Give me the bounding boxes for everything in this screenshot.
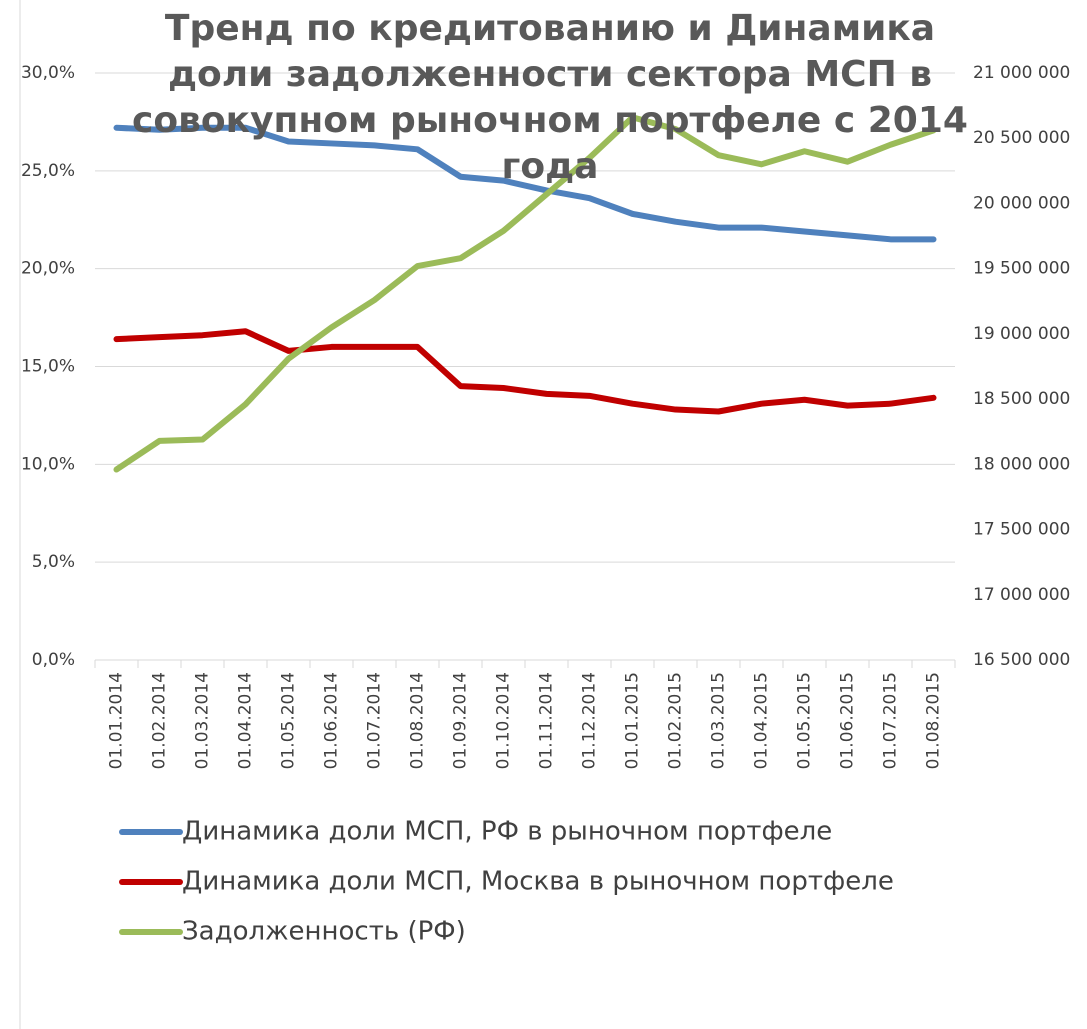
y2-tick-label: 17 500 000: [973, 520, 1070, 540]
y-tick-label: 15,0%: [21, 357, 75, 377]
x-tick-label: 01.09.2014: [451, 672, 471, 769]
y2-tick-label: 21 000 000: [973, 63, 1070, 83]
x-tick-label: 01.05.2015: [795, 672, 815, 769]
x-tick-label: 01.04.2015: [752, 672, 772, 769]
x-tick-label: 01.08.2014: [408, 672, 428, 769]
x-tick-label: 01.10.2014: [494, 672, 514, 769]
x-tick-label: 01.06.2015: [838, 672, 858, 769]
y-tick-label: 10,0%: [21, 454, 75, 474]
series-line: [113, 114, 937, 473]
x-tick-label: 01.04.2014: [236, 672, 256, 769]
x-tick-label: 01.12.2014: [580, 672, 600, 769]
y2-tick-label: 19 500 000: [973, 259, 1070, 279]
x-tick-label: 01.05.2014: [279, 672, 299, 769]
y2-tick-label: 20 000 000: [973, 193, 1070, 213]
series-line: [113, 328, 937, 415]
x-tick-label: 01.01.2014: [107, 672, 127, 769]
x-tick-label: 01.08.2015: [924, 672, 944, 769]
x-tick-label: 01.02.2015: [666, 672, 686, 769]
x-tick-label: 01.02.2014: [150, 672, 170, 769]
legend-label: Динамика доли МСП, РФ в рыночном портфел…: [182, 817, 832, 847]
y-tick-label: 0,0%: [32, 650, 75, 670]
y2-tick-label: 16 500 000: [973, 650, 1070, 670]
x-tick-label: 01.11.2014: [537, 672, 557, 769]
y-tick-label: 5,0%: [32, 552, 75, 572]
y2-tick-label: 19 000 000: [973, 324, 1070, 344]
legend-label: Задолженность (РФ): [182, 917, 466, 947]
x-tick-label: 01.01.2015: [623, 672, 643, 769]
y2-tick-label: 20 500 000: [973, 128, 1070, 148]
x-tick-label: 01.06.2014: [322, 672, 342, 769]
x-tick-label: 01.03.2014: [193, 672, 213, 769]
y2-tick-label: 18 500 000: [973, 389, 1070, 409]
x-tick-label: 01.07.2015: [881, 672, 901, 769]
y2-tick-label: 18 000 000: [973, 454, 1070, 474]
y-tick-label: 30,0%: [21, 63, 75, 83]
y-tick-label: 25,0%: [21, 161, 75, 181]
y2-tick-label: 17 000 000: [973, 585, 1070, 605]
y-tick-label: 20,0%: [21, 259, 75, 279]
x-tick-label: 01.07.2014: [365, 672, 385, 769]
series-line: [113, 124, 937, 243]
chart-title: Тренд по кредитованию и Динамика доли за…: [132, 8, 968, 187]
legend-label: Динамика доли МСП, Москва в рыночном пор…: [182, 867, 894, 897]
x-tick-label: 01.03.2015: [709, 672, 729, 769]
